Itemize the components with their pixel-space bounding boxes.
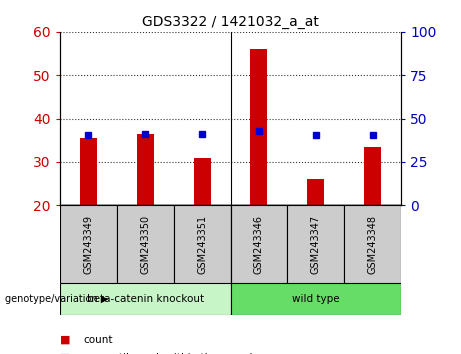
Text: GSM243346: GSM243346 (254, 215, 264, 274)
Text: percentile rank within the sample: percentile rank within the sample (83, 353, 259, 354)
Text: GSM243351: GSM243351 (197, 215, 207, 274)
Bar (117, 205, 174, 283)
Text: GSM243349: GSM243349 (83, 215, 94, 274)
Bar (230, 205, 287, 283)
Bar (230, 283, 401, 315)
Bar (60, 283, 230, 315)
Bar (60, 205, 117, 283)
Bar (344, 205, 401, 283)
Bar (307, 179, 324, 205)
Bar (250, 49, 267, 205)
Title: GDS3322 / 1421032_a_at: GDS3322 / 1421032_a_at (142, 16, 319, 29)
Bar (174, 205, 230, 283)
Text: wild type: wild type (292, 294, 340, 304)
Bar (80, 138, 97, 205)
Text: ■: ■ (60, 335, 74, 345)
Bar (364, 147, 381, 205)
Text: GSM243348: GSM243348 (367, 215, 378, 274)
Text: count: count (83, 335, 112, 345)
Bar (287, 205, 344, 283)
Text: genotype/variation ▶: genotype/variation ▶ (5, 294, 108, 304)
Text: GSM243350: GSM243350 (140, 215, 150, 274)
Bar (136, 134, 154, 205)
Text: beta-catenin knockout: beta-catenin knockout (87, 294, 204, 304)
Bar (194, 158, 211, 205)
Text: GSM243347: GSM243347 (311, 215, 321, 274)
Text: ■: ■ (60, 353, 74, 354)
